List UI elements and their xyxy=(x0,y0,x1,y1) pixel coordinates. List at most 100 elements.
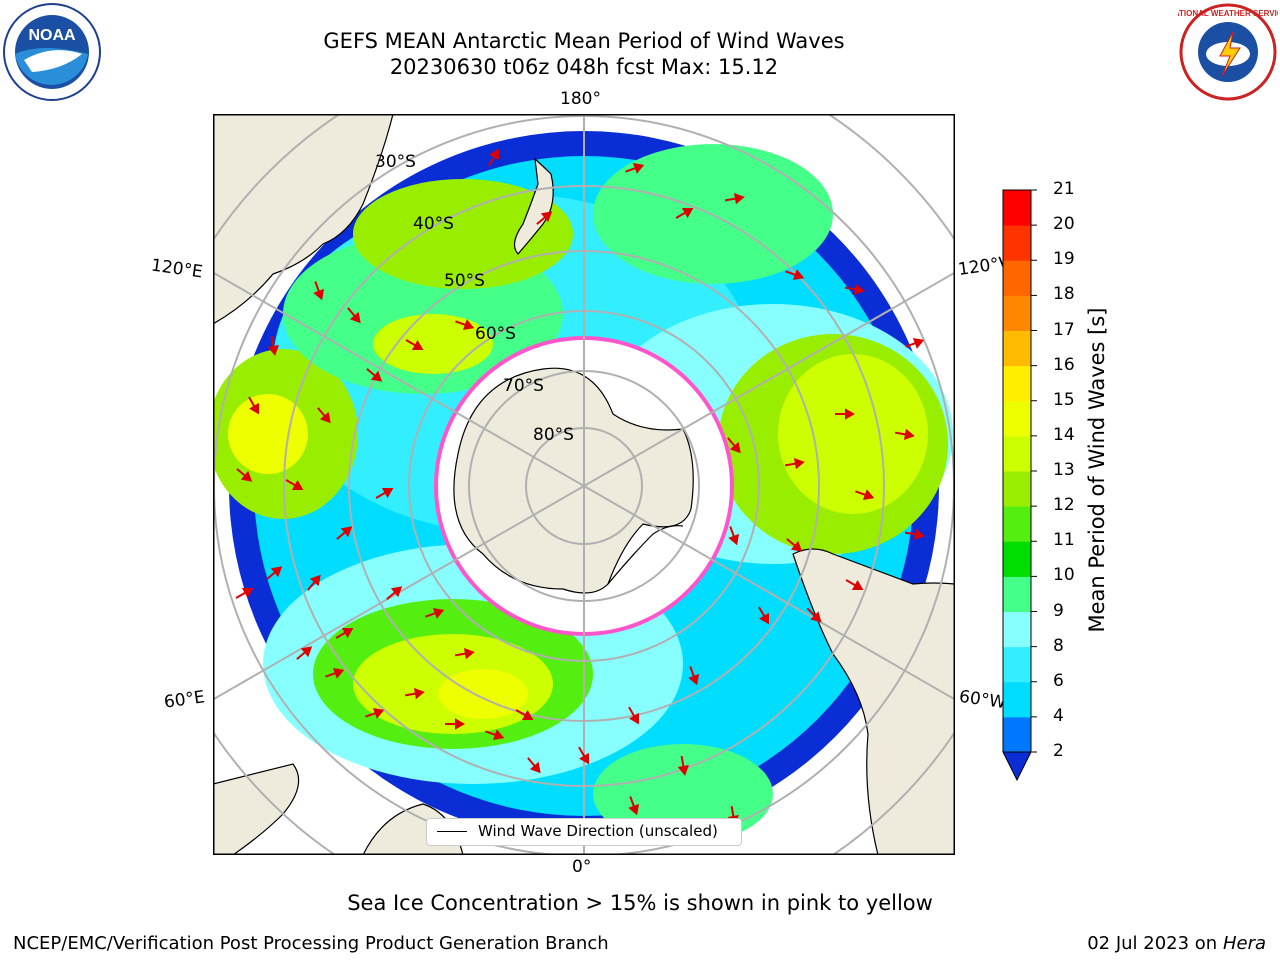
wind-arrow xyxy=(347,307,361,324)
colorbar-segment xyxy=(1003,611,1031,648)
wind-arrow xyxy=(894,428,915,440)
colorbar-scale xyxy=(1002,189,1037,782)
colorbar-segment xyxy=(1003,330,1031,367)
colorbar-tick-label: 10 xyxy=(1053,565,1075,586)
wind-arrow xyxy=(527,757,541,774)
wind-direction-arrows xyxy=(235,148,925,826)
lat-label-80: 80°S xyxy=(533,425,574,445)
map-legend: Wind Wave Direction (unscaled) xyxy=(426,818,742,846)
wind-arrow xyxy=(313,281,325,301)
wind-arrow xyxy=(365,707,385,719)
colorbar-segment xyxy=(1003,646,1031,683)
wind-arrow xyxy=(536,211,553,225)
wind-arrow xyxy=(307,574,321,591)
colorbar-tick-label: 8 xyxy=(1053,635,1064,656)
wind-arrow xyxy=(336,526,353,540)
wind-arrow xyxy=(405,339,424,351)
noaa-logo: NOAA xyxy=(2,2,102,102)
wind-arrow xyxy=(578,746,590,765)
lat-label-70: 70°S xyxy=(503,376,544,396)
wind-arrow xyxy=(386,586,403,600)
colorbar-segment xyxy=(1003,506,1031,542)
sea-ice-caption: Sea Ice Concentration > 15% is shown in … xyxy=(347,891,933,915)
colorbar-segment xyxy=(1003,365,1031,402)
wind-arrow xyxy=(688,666,700,686)
wind-arrow xyxy=(855,489,875,501)
wind-arrow xyxy=(248,396,260,415)
colorbar-tick-label: 16 xyxy=(1053,354,1075,375)
wind-arrow xyxy=(677,755,689,776)
wind-arrow xyxy=(515,709,534,721)
wind-arrow xyxy=(235,587,254,599)
wind-arrow xyxy=(454,648,475,660)
footer-host: Hera xyxy=(1222,933,1266,954)
wind-arrow xyxy=(325,667,345,679)
wind-arrow xyxy=(728,526,740,546)
wind-arrow xyxy=(425,607,445,619)
colorbar-segment xyxy=(1003,471,1031,507)
lat-label-50: 50°S xyxy=(444,271,485,291)
wind-arrow xyxy=(488,148,500,167)
nws-logo: NATIONAL WEATHER SERVICE xyxy=(1168,2,1280,102)
legend-line-swatch xyxy=(437,831,467,832)
wind-arrow xyxy=(904,528,925,540)
lat-label-40: 40°S xyxy=(413,214,454,234)
wind-arrow xyxy=(236,468,253,482)
new-zealand-land xyxy=(513,157,554,255)
wind-arrow xyxy=(675,207,694,219)
colorbar-tick-label: 4 xyxy=(1053,705,1064,726)
legend-label: Wind Wave Direction (unscaled) xyxy=(478,822,718,840)
footer-org: NCEP/EMC/Verification Post Processing Pr… xyxy=(13,933,609,954)
colorbar-segment xyxy=(1003,576,1031,612)
wind-arrow xyxy=(285,479,304,491)
wind-arrow xyxy=(445,718,466,730)
colorbar-segment xyxy=(1003,295,1031,331)
colorbar-tick-label: 21 xyxy=(1053,179,1075,199)
colorbar-extend-triangle xyxy=(1002,751,1032,782)
wind-arrow xyxy=(628,706,640,725)
wind-arrow xyxy=(905,337,925,349)
wind-arrow xyxy=(628,796,640,816)
colorbar-segment xyxy=(1003,716,1031,753)
noaa-logo-text: NOAA xyxy=(28,27,76,44)
colorbar-segment xyxy=(1003,541,1031,577)
lat-label-60: 60°S xyxy=(475,324,516,344)
wind-arrow xyxy=(786,538,803,552)
footer-date: 02 Jul 2023 on Hera xyxy=(1087,933,1266,954)
wind-arrow xyxy=(366,368,383,382)
colorbar-segment xyxy=(1003,400,1031,437)
colorbar-tick-label: 13 xyxy=(1053,460,1075,480)
colorbar-tick-label: 17 xyxy=(1053,319,1075,340)
wind-arrow xyxy=(296,646,313,660)
colorbar-segment xyxy=(1003,190,1031,226)
colorbar-tick-label: 9 xyxy=(1053,600,1064,621)
colorbar-tick-label: 18 xyxy=(1053,284,1075,305)
colorbar-tick-label: 20 xyxy=(1053,214,1075,235)
wind-arrow xyxy=(758,606,770,625)
wind-arrow xyxy=(806,607,822,623)
colorbar-tick-label: 12 xyxy=(1053,495,1075,516)
colorbar-segment xyxy=(1003,681,1031,718)
nws-logo-text: NATIONAL WEATHER SERVICE xyxy=(1178,9,1278,18)
wind-arrow xyxy=(267,335,279,356)
lon-label-60e: 60°E xyxy=(162,687,207,713)
wind-arrow xyxy=(835,408,856,420)
colorbar-segment xyxy=(1003,435,1031,472)
footer-date-text: 02 Jul 2023 on xyxy=(1087,933,1223,954)
lon-label-0: 0° xyxy=(572,857,592,877)
colorbar-segment xyxy=(1003,225,1031,261)
wind-arrow xyxy=(266,566,283,580)
wind-arrow xyxy=(845,579,864,591)
colorbar-tick-label: 14 xyxy=(1053,424,1075,445)
colorbar-segment xyxy=(1003,260,1031,296)
wind-arrow xyxy=(455,319,475,331)
wind-arrow xyxy=(485,729,505,741)
south-america-land xyxy=(792,548,955,855)
colorbar-tick-label: 15 xyxy=(1053,389,1075,410)
africa-land xyxy=(213,763,300,855)
chart-subtitle: 20230630 t06z 048h fcst Max: 15.12 xyxy=(389,55,779,79)
colorbar-tick-label: 2 xyxy=(1053,741,1064,761)
lon-label-180: 180° xyxy=(560,89,601,109)
wind-arrow xyxy=(335,627,354,639)
wind-arrow xyxy=(844,283,865,295)
